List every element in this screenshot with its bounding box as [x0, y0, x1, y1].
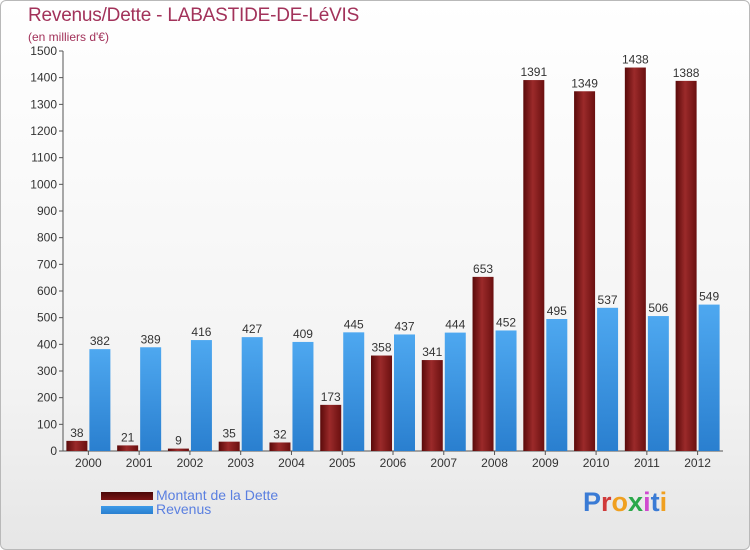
x-tick-label: 2000	[75, 456, 102, 470]
data-label-dette-2000: 38	[70, 426, 84, 440]
y-tick-label: 1200	[30, 124, 57, 138]
y-tick-label: 1300	[30, 97, 57, 111]
bar-revenus-2003	[241, 337, 263, 451]
x-tick-label: 2009	[532, 456, 559, 470]
x-tick-label: 2011	[634, 456, 660, 470]
logo-letter: i	[659, 487, 668, 517]
y-tick-label: 900	[37, 204, 57, 218]
data-label-dette-2012: 1388	[673, 66, 700, 80]
bar-dette-2011	[624, 67, 646, 452]
bar-revenus-2004	[292, 341, 314, 451]
data-label-revenus-2006: 437	[394, 319, 414, 333]
chart-title: Revenus/Dette - LABASTIDE-DE-LéVIS	[28, 5, 360, 26]
y-tick-label: 0	[50, 444, 57, 458]
y-tick-label: 1400	[30, 71, 57, 85]
data-label-revenus-2007: 444	[445, 318, 465, 332]
logo-letter: r	[601, 487, 612, 517]
y-tick-label: 500	[37, 311, 57, 325]
bar-revenus-2012	[698, 304, 720, 451]
data-label-dette-2010: 1349	[571, 76, 598, 90]
data-label-dette-2009: 1391	[520, 65, 547, 79]
logo-letter: x	[628, 487, 644, 517]
chart-subtitle: (en milliers d'€)	[28, 30, 109, 44]
bar-dette-2001	[117, 445, 139, 451]
data-label-dette-2005: 173	[321, 390, 341, 404]
x-tick-label: 2007	[430, 456, 457, 470]
bar-revenus-2002	[190, 340, 212, 451]
proxiti-logo: Proxiti	[583, 487, 667, 518]
legend-label-revenus: Revenus	[156, 501, 212, 517]
bar-revenus-2008	[495, 330, 517, 451]
data-label-revenus-2008: 452	[496, 315, 516, 329]
bar-revenus-2011	[647, 316, 669, 451]
data-label-dette-2001: 21	[121, 430, 135, 444]
x-tick-label: 2012	[684, 456, 711, 470]
bar-dette-2010	[574, 91, 596, 452]
bar-revenus-2010	[597, 307, 619, 451]
legend-label-dette: Montant de la Dette	[156, 487, 279, 503]
data-label-revenus-2001: 389	[141, 332, 161, 346]
bars	[66, 67, 720, 452]
data-label-revenus-2010: 537	[598, 293, 618, 307]
bar-dette-2004	[269, 442, 291, 451]
data-label-revenus-2002: 416	[191, 325, 211, 339]
bar-dette-2007	[421, 360, 443, 451]
data-label-dette-2004: 32	[273, 427, 287, 441]
bar-revenus-2005	[343, 332, 365, 451]
y-tick-label: 100	[37, 417, 57, 431]
bar-dette-2002	[167, 448, 189, 451]
y-tick-label: 200	[37, 391, 57, 405]
data-label-dette-2007: 341	[422, 345, 442, 359]
data-label-revenus-2004: 409	[293, 327, 313, 341]
y-tick-label: 400	[37, 337, 57, 351]
bar-dette-2003	[218, 441, 240, 451]
legend-swatch-revenus	[101, 506, 153, 514]
logo-letter: o	[611, 487, 629, 517]
legend-swatch-dette	[101, 492, 153, 500]
data-label-revenus-2005: 445	[344, 317, 364, 331]
x-tick-label: 2002	[177, 456, 204, 470]
data-label-dette-2008: 653	[473, 262, 493, 276]
data-label-revenus-2000: 382	[90, 334, 110, 348]
x-tick-label: 2010	[583, 456, 610, 470]
x-tick-label: 2001	[126, 456, 153, 470]
data-labels: 3838221389941635427324091734453584373414…	[70, 53, 719, 448]
y-tick-label: 1100	[31, 151, 57, 165]
y-tick-label: 800	[37, 231, 57, 245]
data-label-revenus-2012: 549	[699, 290, 719, 304]
data-label-dette-2003: 35	[223, 427, 237, 441]
y-tick-label: 1500	[30, 44, 57, 58]
data-label-dette-2002: 9	[175, 434, 182, 448]
bar-revenus-2006	[394, 334, 415, 451]
bar-dette-2006	[371, 355, 392, 451]
x-tick-label: 2004	[278, 456, 305, 470]
x-tick-label: 2008	[481, 456, 508, 470]
y-tick-label: 700	[37, 257, 57, 271]
data-label-revenus-2003: 427	[242, 322, 262, 336]
data-label-revenus-2009: 495	[547, 304, 567, 318]
bar-revenus-2009	[546, 319, 568, 451]
y-tick-label: 600	[37, 284, 57, 298]
data-label-revenus-2011: 506	[648, 301, 668, 315]
logo-letter: t	[650, 487, 660, 517]
x-tick-label: 2003	[227, 456, 254, 470]
logo-letter: P	[583, 487, 602, 517]
bar-dette-2012	[675, 80, 697, 451]
bar-dette-2009	[523, 80, 545, 452]
bar-revenus-2001	[140, 347, 162, 451]
logo-letter: i	[643, 487, 651, 517]
data-label-dette-2011: 1438	[622, 53, 649, 67]
bar-dette-2000	[66, 440, 88, 451]
x-tick-label: 2006	[380, 456, 407, 470]
x-tick-label: 2005	[329, 456, 356, 470]
bar-dette-2008	[472, 276, 494, 451]
bar-dette-2005	[320, 404, 342, 451]
bar-revenus-2007	[444, 332, 466, 451]
y-tick-label: 300	[37, 364, 57, 378]
bar-revenus-2000	[89, 349, 111, 451]
y-tick-label: 1000	[30, 177, 57, 191]
data-label-dette-2006: 358	[371, 341, 391, 355]
